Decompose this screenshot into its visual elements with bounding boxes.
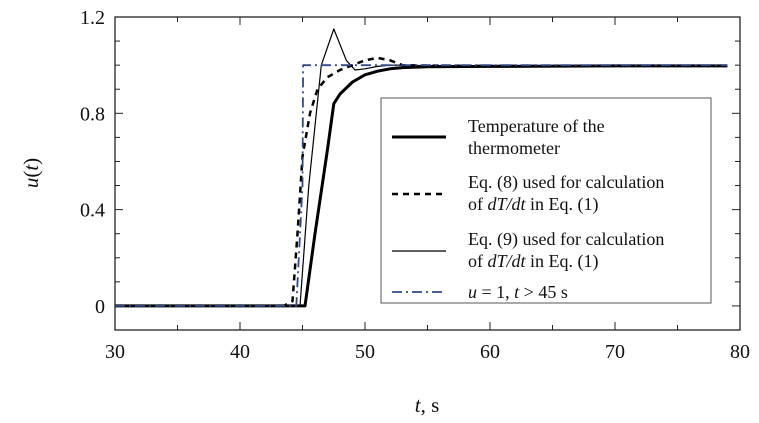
- legend-label-eq8-line1: Eq. (8) used for calculation: [468, 172, 664, 193]
- x-axis-tick-labels: 30 40 50 60 70 80: [105, 341, 750, 363]
- y-axis-ticks: [115, 16, 740, 307]
- x-axis-label: t, s: [415, 393, 440, 417]
- x-tick-label: 80: [730, 341, 750, 363]
- y-tick-label: 0: [95, 296, 105, 318]
- x-tick-label: 50: [355, 341, 375, 363]
- y-axis-tick-labels: 0 0.4 0.8 1.2: [80, 7, 105, 318]
- series-step-line: [115, 64, 728, 307]
- legend-label-step: u = 1, t > 45 s: [468, 282, 568, 302]
- y-axis-label-arg: t: [19, 164, 43, 171]
- legend: Temperature of the thermometer Eq. (8) u…: [380, 97, 712, 304]
- y-axis-label: u(t): [19, 158, 43, 188]
- legend-box: [380, 97, 712, 304]
- y-axis-label-close: ): [19, 158, 43, 165]
- y-axis-label-variable: u: [19, 178, 43, 189]
- legend-label-temperature-line2: thermometer: [468, 138, 560, 158]
- legend-label-eq8-line2: of dT/dt in Eq. (1): [468, 194, 599, 215]
- x-tick-label: 70: [605, 341, 625, 363]
- x-axis-label-variable: t: [415, 393, 422, 417]
- legend-label-eq9-line1: Eq. (9) used for calculation: [468, 229, 664, 250]
- x-tick-label: 30: [105, 341, 125, 363]
- x-tick-label: 60: [480, 341, 500, 363]
- x-axis-label-unit: , s: [421, 393, 440, 417]
- y-tick-label: 1.2: [80, 7, 105, 29]
- x-axis-ticks: [114, 17, 741, 330]
- legend-label-temperature-line1: Temperature of the: [468, 116, 605, 136]
- series-layer: [115, 28, 728, 308]
- legend-label-eq9-line2: of dT/dt in Eq. (1): [468, 251, 599, 272]
- y-tick-label: 0.4: [80, 200, 105, 222]
- y-tick-label: 0.8: [80, 103, 105, 125]
- x-tick-label: 40: [230, 341, 250, 363]
- y-axis-label-open: (: [19, 171, 43, 178]
